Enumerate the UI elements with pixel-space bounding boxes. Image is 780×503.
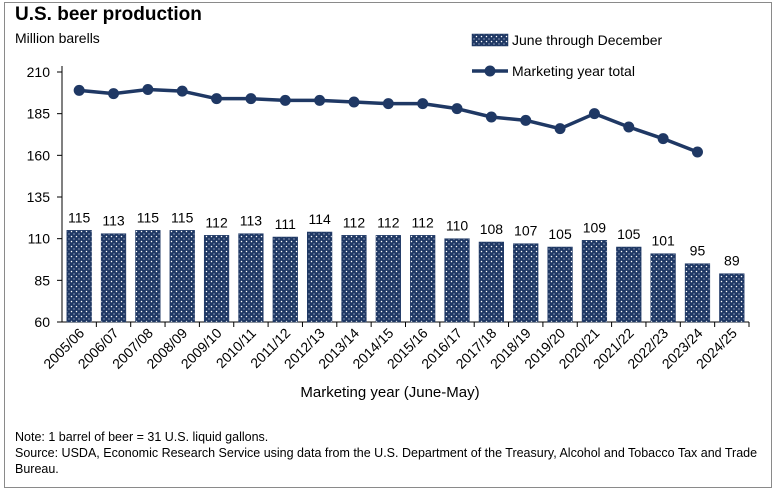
- chart-title: U.S. beer production: [15, 4, 202, 25]
- bar: [341, 235, 367, 323]
- bar: [444, 238, 470, 323]
- footnote: Note: 1 barrel of beer = 31 U.S. liquid …: [15, 429, 765, 477]
- bar: [581, 240, 608, 323]
- bar-data-label: 101: [651, 233, 675, 249]
- bar: [66, 230, 92, 323]
- legend-label-bars: June through December: [512, 32, 663, 48]
- y-tick-label: 210: [27, 64, 51, 80]
- line-point: [279, 94, 291, 106]
- bar-data-label: 110: [446, 218, 469, 234]
- bar-data-label: 115: [68, 209, 91, 225]
- line-point: [554, 123, 566, 135]
- line-point: [211, 93, 223, 105]
- bar-data-label: 112: [205, 214, 228, 230]
- bar-data-label: 113: [102, 213, 125, 229]
- bar-data-label: 109: [583, 219, 607, 235]
- line-point: [108, 88, 120, 100]
- line-point: [520, 114, 532, 126]
- legend-label-line: Marketing year total: [512, 63, 635, 79]
- bar: [513, 243, 539, 323]
- bar: [203, 235, 230, 323]
- bar: [169, 230, 195, 323]
- bar-data-label: 112: [377, 214, 400, 230]
- line-point: [348, 96, 360, 108]
- bar: [478, 241, 504, 323]
- bar-data-label: 112: [412, 214, 435, 230]
- line-point: [623, 121, 635, 133]
- legend-bar-swatch: [471, 33, 509, 47]
- bar-data-label: 105: [617, 226, 641, 242]
- bar: [616, 246, 642, 323]
- line-point: [588, 108, 600, 120]
- line-point: [657, 133, 669, 145]
- bar: [135, 230, 161, 323]
- bar-data-label: 115: [137, 209, 160, 225]
- bar: [684, 263, 711, 323]
- bar-data-label: 105: [548, 226, 572, 242]
- bar-data-label: 112: [343, 214, 366, 230]
- bar-data-label: 89: [724, 253, 740, 269]
- x-axis-label: Marketing year (June-May): [300, 384, 480, 401]
- line-point: [314, 94, 326, 106]
- bar-data-label: 107: [514, 223, 538, 239]
- legend-line-marker: [484, 65, 496, 77]
- line-point: [382, 98, 394, 110]
- y-tick-label: 135: [27, 189, 51, 205]
- line-point: [451, 103, 463, 115]
- y-tick-label: 60: [34, 314, 50, 330]
- line-point: [485, 111, 497, 123]
- bar-data-label: 108: [480, 221, 504, 237]
- line-point: [142, 84, 154, 95]
- line-point: [176, 85, 188, 97]
- y-tick-label: 160: [27, 147, 51, 163]
- line-point: [73, 84, 85, 96]
- y-tick-label: 110: [28, 231, 51, 247]
- y-axis-unit-label: Million barells: [15, 30, 100, 46]
- bar: [547, 246, 573, 323]
- bar: [238, 233, 264, 323]
- bar-data-label: 114: [308, 211, 331, 227]
- line-point: [691, 146, 703, 158]
- bar: [375, 235, 401, 323]
- y-tick-label: 85: [34, 272, 50, 288]
- bar: [719, 273, 745, 323]
- line-point: [417, 98, 429, 110]
- bar: [307, 231, 333, 323]
- bar: [272, 236, 298, 323]
- bar: [650, 253, 676, 323]
- y-tick-label: 185: [27, 106, 51, 122]
- bar: [100, 233, 127, 323]
- bar-data-label: 111: [275, 216, 296, 232]
- source-text: Source: USDA, Economic Research Service …: [15, 446, 758, 476]
- bar-data-label: 95: [690, 243, 706, 259]
- bar-data-label: 113: [240, 213, 263, 229]
- bar-data-label: 115: [171, 209, 194, 225]
- bar: [410, 235, 436, 323]
- line-point: [245, 93, 257, 105]
- note-text: Note: 1 barrel of beer = 31 U.S. liquid …: [15, 430, 269, 444]
